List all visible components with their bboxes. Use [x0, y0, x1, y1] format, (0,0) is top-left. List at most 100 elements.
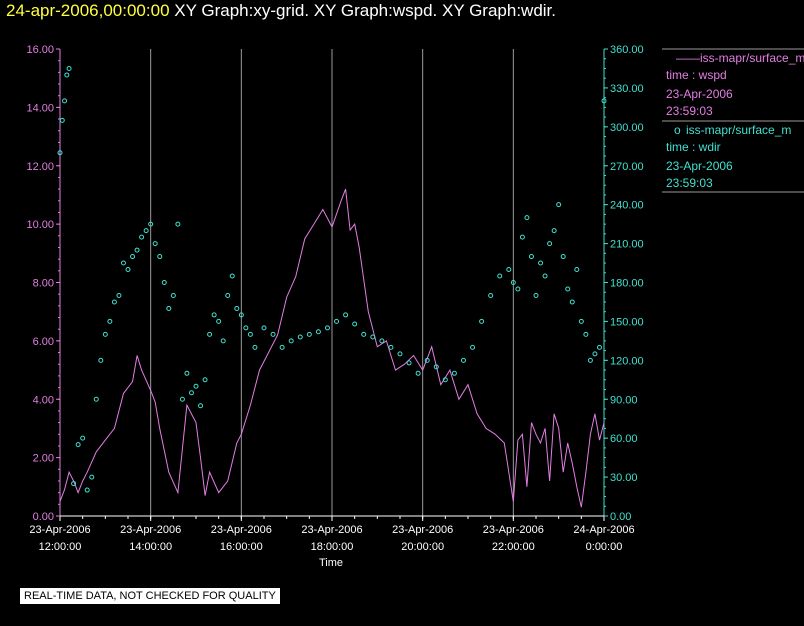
wdir-point — [596, 344, 602, 350]
wdir-point — [601, 98, 607, 104]
wdir-point — [161, 280, 167, 285]
wspd-line — [59, 188, 605, 508]
wdir-point — [506, 267, 512, 273]
wdir-point — [234, 305, 240, 311]
left-y-tick-label: 6.00 — [33, 336, 54, 348]
wdir-point — [497, 273, 503, 279]
right-y-tick-label: 60.00 — [610, 433, 638, 445]
wdir-point — [574, 267, 580, 273]
left-y-tick-label: 10.00 — [26, 219, 54, 231]
wdir-point — [193, 383, 199, 389]
right-y-tick-label: 300.00 — [610, 122, 644, 134]
wdir-point — [116, 292, 122, 298]
wdir-point — [560, 254, 566, 260]
wdir-point — [451, 370, 457, 376]
legend-wdir-marker: o — [674, 123, 681, 137]
wdir-point — [324, 325, 330, 331]
x-tick-label-time: 20:00:00 — [401, 541, 444, 553]
disclaimer-banner: REAL-TIME DATA, NOT CHECKED FOR QUALITY — [20, 588, 280, 604]
wdir-point — [207, 331, 213, 337]
wdir-point — [288, 338, 294, 344]
wdir-point — [75, 442, 81, 448]
right-y-tick-label: 150.00 — [610, 316, 644, 328]
wdir-point — [93, 396, 99, 402]
legend-wspd-var: time : wspd — [666, 68, 727, 82]
wdir-point — [578, 318, 584, 324]
wdir-point — [510, 280, 516, 285]
wdir-point — [415, 370, 421, 376]
wdir-point — [134, 247, 140, 253]
left-y-tick-label: 2.00 — [33, 453, 54, 465]
wdir-point — [157, 254, 163, 260]
wdir-point — [175, 221, 181, 227]
wdir-point — [592, 351, 598, 357]
wdir-point — [488, 292, 494, 298]
wdir-point — [62, 98, 68, 104]
wdir-point — [170, 292, 176, 298]
right-y-tick-label: 30.00 — [610, 472, 638, 484]
wdir-point — [361, 331, 367, 337]
right-y-tick-label: 180.00 — [610, 278, 644, 290]
x-tick-label-time: 22:00:00 — [492, 541, 535, 553]
wdir-point — [179, 396, 185, 402]
x-tick-label-date: 24-Apr-2006 — [573, 524, 634, 536]
x-tick-label-time: 14:00:00 — [129, 541, 172, 553]
x-axis-label: Time — [319, 557, 343, 569]
wdir-point — [120, 260, 126, 266]
wdir-point — [71, 481, 77, 487]
wdir-point — [379, 338, 385, 344]
wdir-point — [57, 150, 63, 156]
x-tick-label-time: 16:00:00 — [220, 541, 263, 553]
x-tick-label-date: 23-Apr-2006 — [301, 524, 362, 536]
wdir-point — [519, 234, 525, 240]
wdir-point — [202, 377, 208, 383]
right-y-tick-label: 210.00 — [610, 239, 644, 251]
wdir-point — [470, 344, 476, 350]
wdir-point — [247, 331, 253, 337]
wdir-point — [388, 344, 394, 350]
wdir-point — [252, 344, 258, 350]
x-tick-label-time: 12:00:00 — [39, 541, 82, 553]
wdir-point — [220, 338, 226, 344]
right-y-tick-label: 90.00 — [610, 394, 638, 406]
left-y-tick-label: 14.00 — [26, 102, 54, 114]
legend-wspd-date: 23-Apr-2006 — [666, 87, 733, 101]
wdir-point — [152, 241, 158, 247]
right-y-tick-label: 270.00 — [610, 161, 644, 173]
wdir-point — [433, 364, 439, 370]
wdir-point — [198, 403, 204, 409]
wdir-point — [184, 370, 190, 376]
left-y-tick-label: 16.00 — [26, 44, 54, 56]
right-y-tick-label: 240.00 — [610, 200, 644, 212]
wdir-point — [80, 435, 86, 441]
wdir-point — [243, 325, 249, 331]
wdir-point — [551, 228, 557, 234]
title-date: 24-apr-2006,00:00:00 — [6, 1, 170, 20]
left-y-tick-label: 8.00 — [33, 278, 54, 290]
wdir-point — [148, 221, 154, 227]
series — [57, 65, 607, 508]
wdir-point — [98, 357, 104, 363]
legend-wspd-time: 23:59:03 — [666, 104, 713, 118]
wdir-point — [59, 117, 65, 123]
wdir-point — [315, 329, 321, 335]
title-bar: 24-apr-2006,00:00:00 XY Graph:xy-grid. X… — [6, 1, 556, 21]
legend-wdir-date: 23-Apr-2006 — [666, 159, 733, 173]
wdir-point — [238, 312, 244, 318]
vertical-grid — [150, 49, 514, 516]
wdir-point — [460, 357, 466, 363]
left-y-tick-label: 0.00 — [33, 511, 54, 523]
wdir-point — [587, 357, 593, 363]
wdir-point — [66, 65, 72, 71]
wdir-point — [397, 351, 403, 357]
wdir-point — [216, 318, 222, 324]
title-graphs: XY Graph:xy-grid. XY Graph:wspd. XY Grap… — [174, 1, 557, 20]
right-y-tick-label: 330.00 — [610, 83, 644, 95]
right-y-tick-label: 0.00 — [610, 511, 631, 523]
wdir-point — [583, 331, 589, 337]
wdir-point — [515, 286, 521, 292]
wdir-point — [370, 334, 376, 340]
wdir-point — [279, 344, 285, 350]
